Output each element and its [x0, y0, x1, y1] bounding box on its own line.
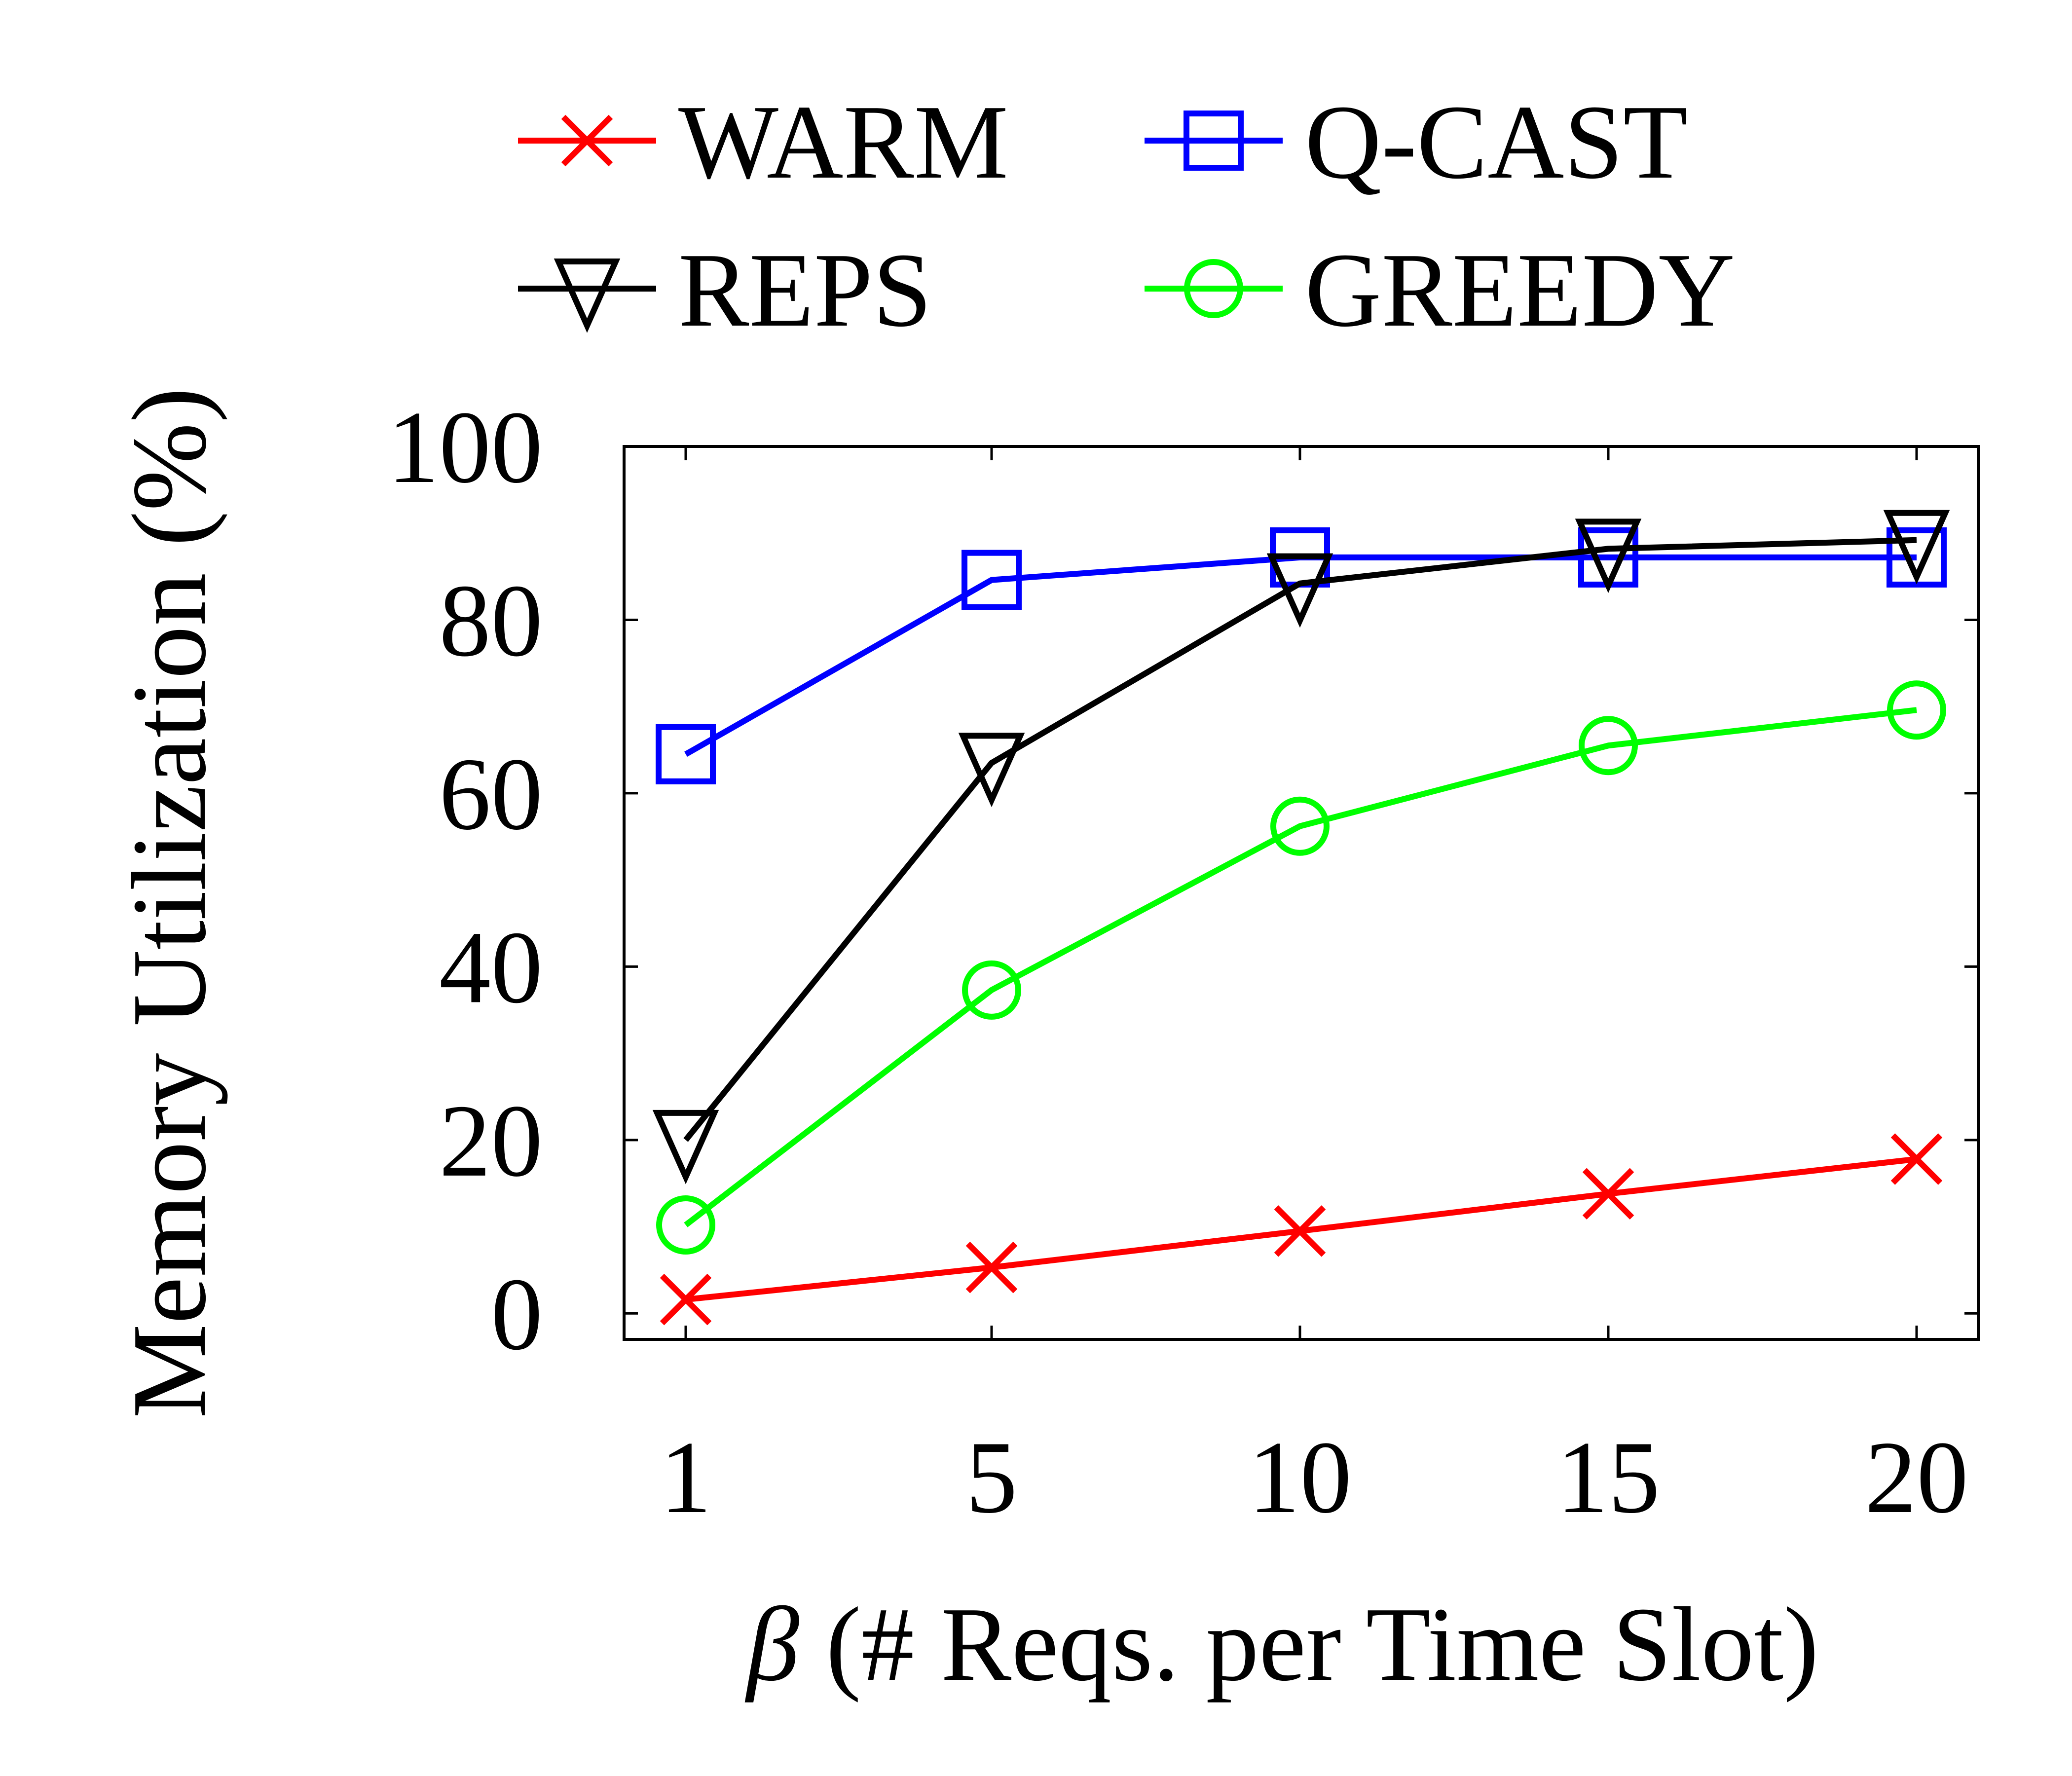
- legend-label: Q-CAST: [1305, 83, 1688, 201]
- circle-marker: [962, 960, 1021, 1020]
- y-tick-label: 100: [387, 390, 543, 505]
- legend-label: REPS: [678, 231, 932, 349]
- legend-item-greedy: GREEDY: [1145, 231, 1735, 349]
- x-marker: [561, 114, 613, 167]
- series-warm: [660, 1133, 1943, 1326]
- x-marker: [1274, 1205, 1326, 1257]
- square-marker: [1887, 527, 1947, 588]
- circle-marker: [1184, 259, 1243, 318]
- x-tick-label: 10: [1248, 1420, 1352, 1535]
- triangle-marker: [958, 733, 1025, 808]
- x-marker: [1582, 1168, 1634, 1220]
- circle-marker: [656, 1195, 715, 1255]
- y-tick-label: 40: [439, 910, 543, 1025]
- x-axis-label: β (# Reqs. per Time Slot): [744, 1585, 1819, 1703]
- triangle-marker: [1883, 510, 1950, 585]
- y-tick-label: 60: [439, 737, 543, 851]
- circle-marker: [1887, 680, 1946, 740]
- legend: WARM Q-CAST REPS GREEDY: [518, 83, 1735, 349]
- triangle-marker: [1575, 518, 1642, 593]
- y-tick-label: 80: [439, 563, 543, 678]
- series-q-cast: [656, 527, 1947, 784]
- x-tick-label: 15: [1556, 1420, 1660, 1535]
- triangle-marker: [1266, 553, 1333, 628]
- series-line: [684, 707, 1917, 1227]
- x-tick-label: 5: [966, 1420, 1018, 1535]
- x-axis-label-text: (# Reqs. per Time Slot): [799, 1585, 1819, 1703]
- triangle-marker: [554, 259, 621, 333]
- square-marker: [656, 724, 716, 784]
- x-marker: [1890, 1133, 1943, 1185]
- x-tick-label: 20: [1865, 1420, 1968, 1535]
- axis-ticks: [624, 445, 1978, 1339]
- legend-item-reps: REPS: [518, 231, 932, 349]
- x-marker: [965, 1241, 1018, 1294]
- legend-label: WARM: [678, 83, 1008, 201]
- x-tick-label: 1: [660, 1420, 712, 1535]
- beta-symbol: β: [744, 1585, 799, 1703]
- triangle-marker: [652, 1110, 719, 1184]
- y-tick-label: 0: [491, 1257, 543, 1371]
- circle-marker: [1579, 716, 1638, 776]
- series-greedy: [656, 680, 1946, 1255]
- y-tick-labels: 0 20 40 60 80 100: [387, 390, 543, 1371]
- square-marker: [1184, 111, 1244, 171]
- x-tick-labels: 1 5 10 15 20: [660, 1420, 1969, 1535]
- y-axis-label: Memory Utilization (%): [110, 387, 228, 1418]
- series-line: [683, 537, 1917, 1142]
- square-marker: [962, 550, 1022, 610]
- circle-marker: [1270, 796, 1330, 856]
- legend-item-q-cast: Q-CAST: [1145, 83, 1688, 201]
- legend-label: GREEDY: [1305, 231, 1735, 349]
- plot-area: [623, 445, 1980, 1341]
- series-layer: [652, 510, 1950, 1326]
- series-reps: [652, 510, 1950, 1184]
- legend-item-warm: WARM: [518, 83, 1008, 201]
- y-tick-label: 20: [439, 1084, 543, 1198]
- x-marker: [660, 1273, 712, 1326]
